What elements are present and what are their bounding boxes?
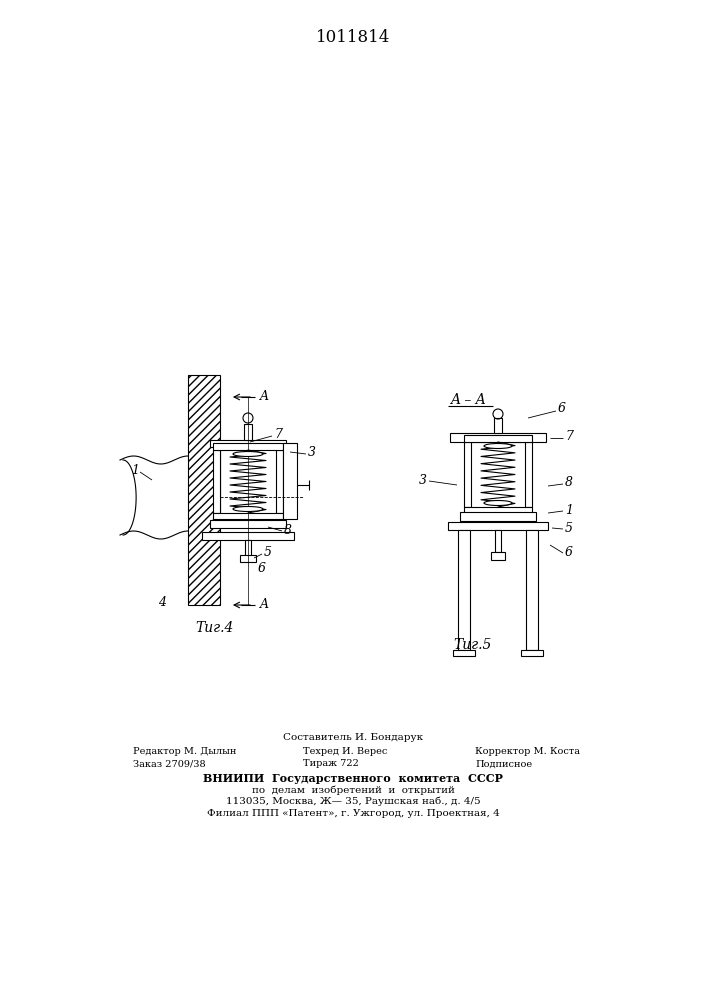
Text: Τиг.5: Τиг.5 [453,638,491,652]
Bar [460,512,536,521]
Bar [448,522,548,530]
Bar [276,450,283,513]
Bar [494,418,502,433]
Bar [458,530,470,650]
Bar [491,552,505,560]
Ellipse shape [233,452,263,456]
Text: Техред И. Верес: Техред И. Верес [303,746,387,756]
Text: Корректор М. Коста: Корректор М. Коста [475,746,580,756]
Bar [213,450,220,513]
Text: 7: 7 [565,430,573,444]
Bar [202,532,294,540]
Bar [521,650,543,656]
Text: по  делам  изобретений  и  открытий: по делам изобретений и открытий [252,785,455,795]
Bar [464,442,471,507]
Bar [450,433,546,442]
Text: 1: 1 [565,504,573,516]
Text: 3: 3 [308,446,316,460]
Text: 6: 6 [558,402,566,416]
Bar [526,530,538,650]
Text: Заказ 2709/38: Заказ 2709/38 [133,760,206,768]
Bar [240,555,256,562]
Bar [495,530,501,552]
Text: 4: 4 [158,595,166,608]
Text: A: A [260,390,269,403]
Text: A – A: A – A [450,393,486,407]
Bar [245,540,251,560]
Bar [453,650,475,656]
Text: Тираж 722: Тираж 722 [303,760,359,768]
Bar [213,443,283,450]
Text: 6: 6 [258,562,266,574]
Bar [188,375,220,605]
Bar [213,513,283,519]
Ellipse shape [484,500,512,506]
Text: 5: 5 [264,546,272,560]
Text: Подписное: Подписное [475,760,532,768]
Text: 113035, Москва, Ж— 35, Раушская наб., д. 4/5: 113035, Москва, Ж— 35, Раушская наб., д.… [226,796,480,806]
Text: 7: 7 [274,428,282,440]
Bar [464,435,532,442]
Text: Филиал ППП «Патент», г. Ужгород, ул. Проектная, 4: Филиал ППП «Патент», г. Ужгород, ул. Про… [206,808,499,818]
Text: 1: 1 [131,464,139,477]
Bar [464,507,532,513]
Text: 5: 5 [565,522,573,534]
Text: A: A [260,598,269,611]
Bar [525,442,532,507]
Text: 8: 8 [565,477,573,489]
Text: Τиг.4: Τиг.4 [196,621,234,635]
Ellipse shape [233,506,263,512]
Text: Редактор М. Дылын: Редактор М. Дылын [133,746,236,756]
Text: 6: 6 [565,546,573,558]
Text: 3: 3 [419,474,427,487]
Text: ВНИИПИ  Государственного  комитета  СССР: ВНИИПИ Государственного комитета СССР [203,772,503,784]
Bar [210,440,286,447]
Bar [210,520,286,528]
Text: Составитель И. Бондарук: Составитель И. Бондарук [283,732,423,742]
Text: 1011814: 1011814 [316,28,390,45]
Bar [244,424,252,440]
Ellipse shape [484,444,512,448]
Text: 8: 8 [284,524,292,536]
Bar [283,443,297,519]
